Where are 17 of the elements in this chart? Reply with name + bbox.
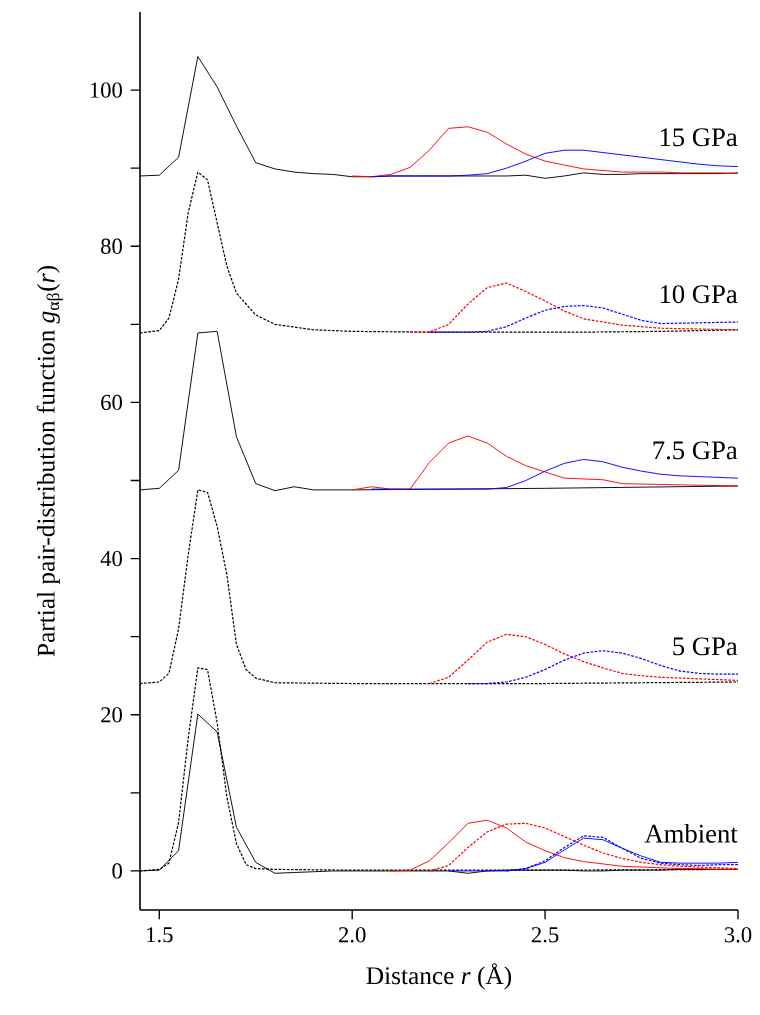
y-tick-label: 40 — [100, 550, 122, 567]
y-tick-label: 60 — [101, 394, 122, 411]
annotation: 10 GPa — [660, 285, 738, 304]
y-tick-label: 80 — [101, 238, 122, 254]
y-tick-label: 0 — [112, 863, 122, 879]
y-tick-label: 20 — [101, 707, 122, 723]
y-tick-label: 100 — [90, 82, 122, 98]
y-axis-title: Partial pair-distribution function g$_{αβ}$(r) — [36, 266, 63, 657]
x-tick-label: 3.0 — [724, 927, 752, 943]
annotation: 5 GPa — [673, 637, 738, 656]
x-axis-title: Distance r (Å) — [366, 963, 512, 990]
annotation: Ambient — [644, 823, 738, 843]
annotation: 7.5 GPa — [653, 441, 738, 460]
x-tick-label: 2.5 — [531, 927, 559, 943]
annotation: 15 GPa — [660, 128, 738, 147]
x-tick-label: 1.5 — [147, 927, 173, 943]
x-tick-label: 2.0 — [339, 927, 366, 943]
